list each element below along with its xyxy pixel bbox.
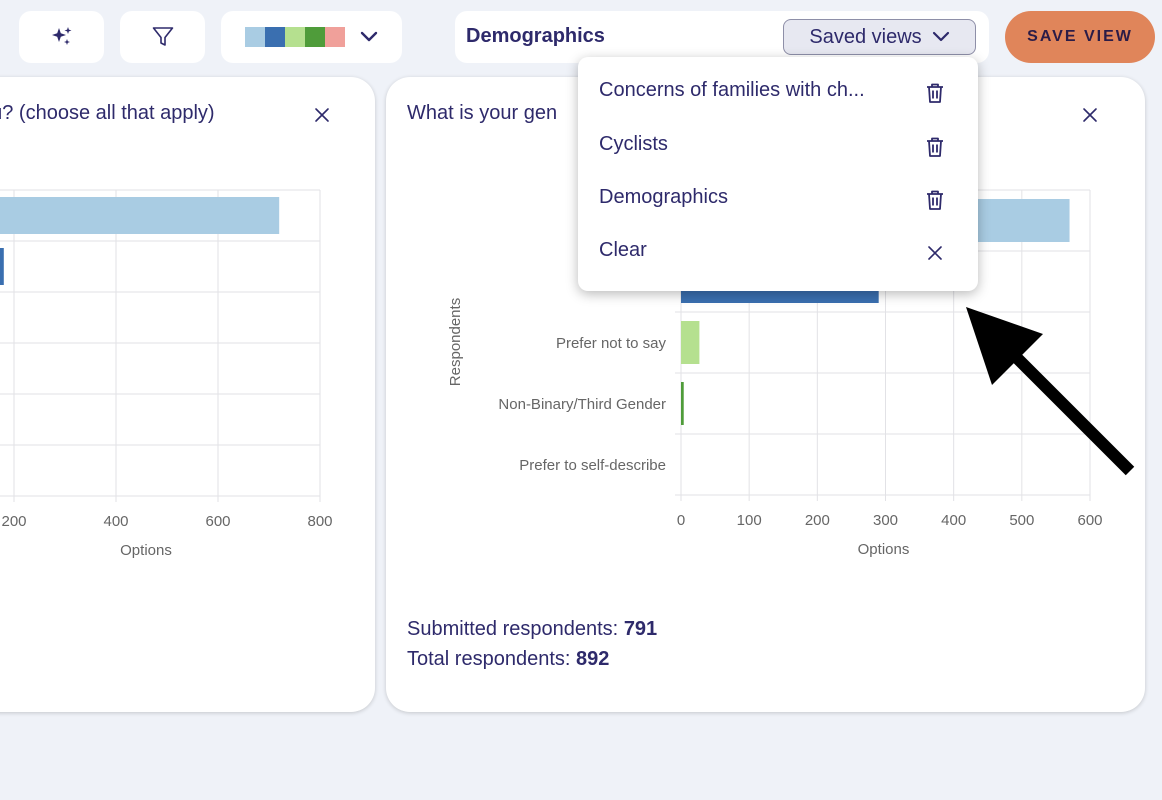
filter-icon [152, 27, 173, 46]
palette-swatch [284, 27, 305, 47]
filter-button[interactable] [120, 11, 205, 63]
tick-label: 400 [103, 513, 128, 530]
tick-label: 800 [307, 513, 332, 530]
submitted-respondents: Submitted respondents: 791 [407, 614, 657, 644]
palette-swatches [244, 27, 345, 47]
close-icon[interactable] [314, 107, 330, 123]
y-axis-label: Respondents [447, 298, 464, 386]
total-label: Total respondents: [407, 648, 571, 670]
submitted-value: 791 [623, 618, 658, 640]
saved-view-label: Cyclists [599, 133, 668, 155]
current-view-name: Demographics [466, 25, 605, 47]
total-respondents: Total respondents: 892 [407, 644, 657, 674]
tick-label: 300 [873, 512, 898, 529]
annotation-arrow [966, 307, 1135, 476]
category-label: Prefer not to say [556, 335, 667, 352]
bar [681, 321, 700, 364]
trash-icon[interactable] [926, 190, 944, 210]
view-selector-bar: Demographics Saved views [455, 11, 989, 63]
palette-swatch [304, 27, 325, 47]
card-title: What is your gen [407, 102, 558, 124]
tick-label: 0 [677, 512, 685, 529]
submitted-label: Submitted respondents: [407, 618, 619, 640]
palette-swatch [264, 27, 285, 47]
tick-label: 500 [1009, 512, 1034, 529]
bar [0, 248, 4, 285]
saved-views-menu: Concerns of families with ch... Cyclists… [578, 57, 978, 291]
palette-swatch [244, 27, 265, 47]
close-icon[interactable] [926, 243, 944, 263]
tick-label: 200 [1, 513, 26, 530]
save-view-button[interactable]: SAVE VIEW [1005, 11, 1155, 63]
saved-view-item[interactable]: Concerns of families with ch... [578, 66, 978, 119]
saved-views-label: Saved views [809, 25, 922, 48]
saved-views-button[interactable]: Saved views [783, 19, 976, 55]
card-title: you? (choose all that apply) [0, 102, 215, 124]
sparkles-icon [51, 27, 71, 45]
x-axis-label: Options [858, 541, 910, 558]
saved-view-item[interactable]: Cyclists [578, 120, 978, 173]
ai-insights-button[interactable] [19, 11, 104, 63]
tick-label: 600 [205, 513, 230, 530]
category-label: Non-Binary/Third Gender [498, 396, 666, 413]
saved-view-label: Concerns of families with ch... [599, 79, 865, 101]
clear-label: Clear [599, 239, 647, 261]
trash-icon[interactable] [926, 83, 944, 103]
tick-label: 200 [805, 512, 830, 529]
bar-chart: 200 400 600 800 Options [0, 189, 333, 559]
bar [681, 382, 684, 425]
total-value: 892 [576, 648, 610, 670]
bar [0, 197, 280, 234]
close-icon[interactable] [1082, 107, 1098, 123]
x-axis-label: Options [120, 542, 172, 559]
saved-view-label: Demographics [599, 186, 728, 208]
tick-label: 600 [1077, 512, 1102, 529]
category-label: Prefer to self-describe [519, 457, 666, 474]
chevron-down-icon [932, 31, 949, 42]
respondent-stats: Submitted respondents: 791 Total respond… [407, 614, 657, 674]
tick-label: 100 [737, 512, 762, 529]
saved-view-item[interactable]: Demographics [578, 173, 978, 226]
chevron-down-icon [360, 31, 377, 42]
question-card-left: you? (choose all that apply) 200 400 600 80… [0, 77, 375, 712]
color-palette-dropdown[interactable] [221, 11, 402, 63]
tick-label: 400 [941, 512, 966, 529]
trash-icon[interactable] [926, 137, 944, 157]
palette-swatch [324, 27, 345, 47]
clear-view-item[interactable]: Clear [578, 226, 978, 279]
